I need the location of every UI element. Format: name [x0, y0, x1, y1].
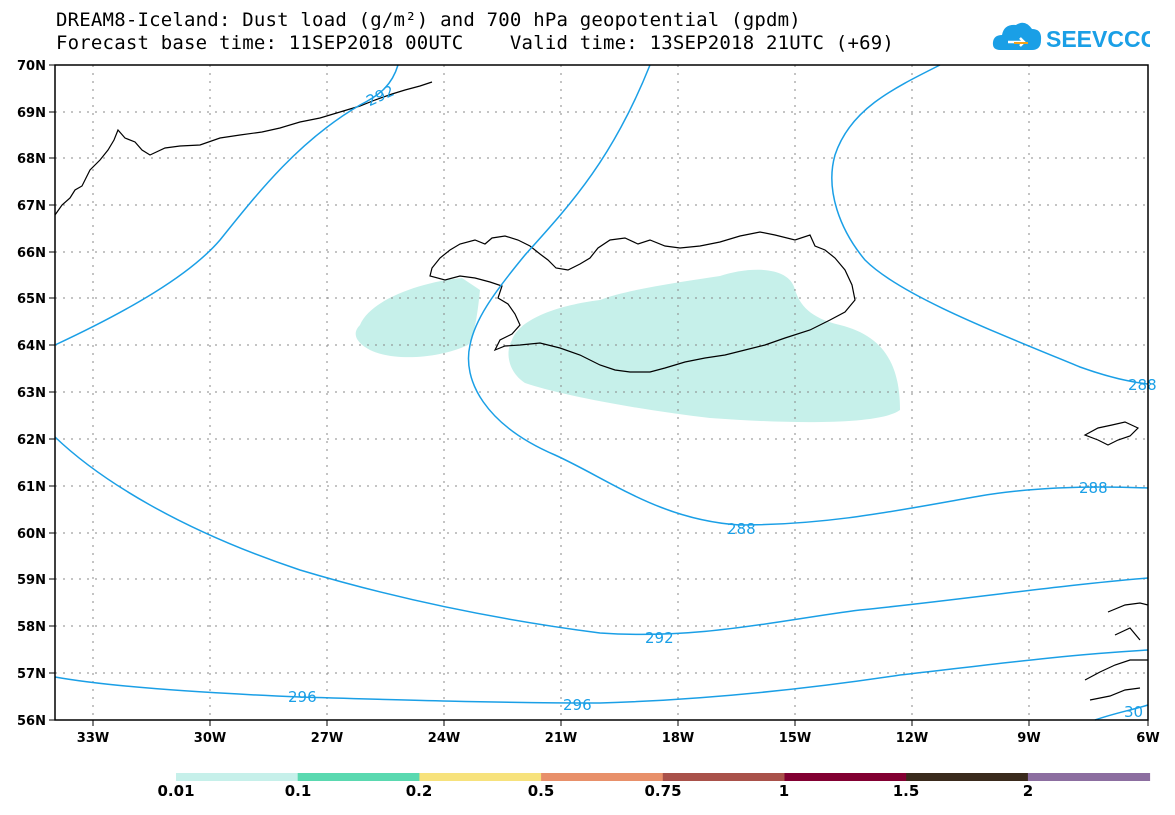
longitude-labels: 33W 30W 27W 24W 21W 18W 15W 12W 9W 6W — [77, 731, 1160, 746]
colorbar-label: 0.75 — [644, 782, 682, 800]
colorbar-swatch — [297, 773, 420, 781]
map-subtitle: Forecast base time: 11SEP2018 00UTC Vali… — [56, 32, 895, 54]
lat-label: 63N — [17, 386, 46, 401]
lon-label: 15W — [779, 731, 811, 746]
map-title: DREAM8-Iceland: Dust load (g/m²) and 700… — [56, 9, 801, 31]
lon-label: 33W — [77, 731, 109, 746]
grid — [55, 65, 1148, 720]
geopotential-contours — [54, 64, 1149, 721]
contour-label-296-left: 296 — [288, 688, 317, 706]
lat-label: 70N — [17, 59, 46, 74]
colorbar-swatch — [419, 773, 542, 781]
lat-label: 59N — [17, 573, 46, 588]
seevccc-logo: SEEVCCC — [992, 22, 1150, 52]
contour-label-288-edge: 288 — [1128, 376, 1157, 394]
contour-label-292-bottom: 292 — [645, 629, 674, 647]
colorbar-label: 0.5 — [527, 782, 555, 800]
coast-greenland — [54, 81, 433, 216]
latitude-labels: 70N 69N 68N 67N 66N 65N 64N 63N 62N 61N … — [17, 59, 46, 729]
lat-label: 65N — [17, 292, 46, 307]
lon-label: 6W — [1136, 731, 1159, 746]
coastlines — [54, 81, 1149, 701]
lat-label: 57N — [17, 667, 46, 682]
lat-label: 69N — [17, 106, 46, 121]
frame-ticks — [49, 64, 1149, 726]
contour-label-300-edge: 30 — [1124, 703, 1143, 721]
cloud-icon — [992, 22, 1042, 50]
colorbar-swatch — [541, 773, 664, 781]
colorbar-label: 1.5 — [892, 782, 920, 800]
lat-label: 60N — [17, 527, 46, 542]
colorbar-label: 0.01 — [157, 782, 195, 800]
lon-label: 9W — [1017, 731, 1040, 746]
colorbar-swatch — [784, 773, 907, 781]
contour-labels: 292 288 288 288 292 296 296 30 — [288, 82, 1157, 721]
coast-iceland — [429, 231, 856, 373]
colorbar-swatch — [1027, 773, 1151, 781]
coast-faroe — [1083, 421, 1140, 446]
colorbar-label: 0.2 — [405, 782, 433, 800]
colorbar-swatch — [662, 773, 785, 781]
colorbar — [176, 773, 1151, 781]
lon-label: 21W — [545, 731, 577, 746]
lon-label: 27W — [311, 731, 343, 746]
lat-label: 56N — [17, 714, 46, 729]
dust-area-west — [355, 278, 480, 358]
coast-scotland — [1084, 602, 1149, 701]
lat-label: 66N — [17, 246, 46, 261]
colorbar-swatch — [176, 773, 299, 781]
lat-label: 68N — [17, 152, 46, 167]
contour-label-288-mid: 288 — [727, 520, 756, 538]
colorbar-swatch — [906, 773, 1029, 781]
lon-label: 18W — [662, 731, 694, 746]
dust-area-east — [508, 269, 900, 423]
logo-text: SEEVCCC — [1046, 26, 1150, 52]
lon-label: 12W — [896, 731, 928, 746]
lon-label: 24W — [428, 731, 460, 746]
lat-label: 61N — [17, 480, 46, 495]
contour-label-296-center: 296 — [563, 696, 592, 714]
lat-label: 62N — [17, 433, 46, 448]
colorbar-label: 1 — [778, 782, 790, 800]
lat-label: 67N — [17, 199, 46, 214]
colorbar-label: 0.1 — [284, 782, 312, 800]
contour-label-288-right: 288 — [1079, 479, 1108, 497]
colorbar-label: 2 — [1022, 782, 1034, 800]
lat-label: 58N — [17, 620, 46, 635]
contour-label-292-top: 292 — [364, 82, 398, 110]
lat-label: 64N — [17, 339, 46, 354]
lon-label: 30W — [194, 731, 226, 746]
